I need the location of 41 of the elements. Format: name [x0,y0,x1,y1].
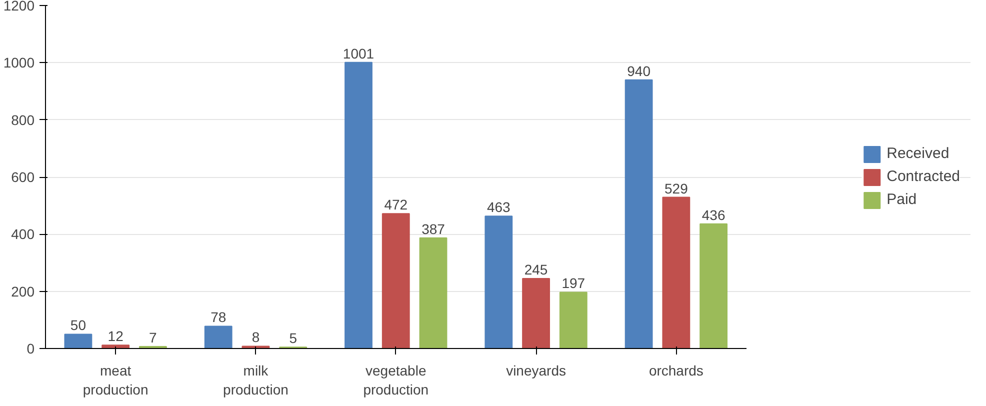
data-label: 5 [289,330,298,346]
bar [559,292,588,348]
y-tick-label: 1200 [3,0,35,14]
x-tick-label: vegetable production [363,362,429,398]
y-tick-label: 400 [11,226,35,242]
legend-label: Paid [886,191,917,208]
bar [344,62,372,348]
y-tick-label: 0 [26,340,35,356]
x-tick-label: vineyards [506,362,566,378]
y-tick-label: 600 [11,169,35,185]
data-label: 387 [422,220,446,237]
bar [624,79,653,348]
bar [484,216,513,348]
data-label: 50 [70,317,86,334]
data-label: 529 [664,180,688,196]
x-tick-label: orchards [648,362,704,378]
x-tick-label: meat production [82,362,148,398]
bar [662,196,690,348]
data-label: 436 [702,206,726,223]
bar [64,334,92,348]
x-tick-label: milk production [223,362,288,398]
y-tick-label: 800 [11,112,35,128]
data-label: 78 [210,309,226,326]
legend-label: Contracted [886,168,960,185]
data-label: 245 [524,261,548,278]
y-tick-label: 200 [11,283,35,300]
data-label: 472 [384,196,408,213]
bar [419,237,448,348]
bar [382,213,410,348]
data-label: 12 [108,328,124,344]
data-label: 197 [562,275,586,292]
bar [204,326,232,348]
y-tick-label: 1000 [3,54,35,71]
legend-label: Received [886,145,950,162]
data-label: 8 [252,329,260,346]
data-label: 463 [486,199,511,216]
data-label: 7 [149,330,158,346]
bar [522,278,550,348]
data-label: 1001 [342,45,374,62]
data-label: 940 [627,62,651,79]
bar [700,223,728,348]
